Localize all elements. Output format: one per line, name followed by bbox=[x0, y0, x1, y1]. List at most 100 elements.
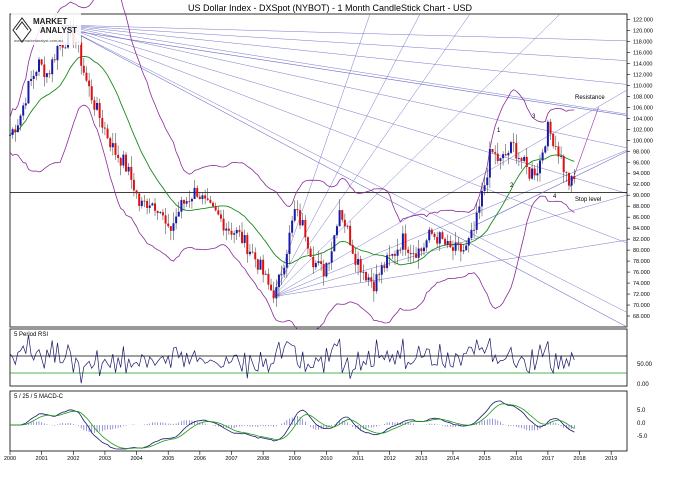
candle-body bbox=[299, 210, 302, 226]
candle-body bbox=[90, 86, 93, 101]
year-tick-label: 2019 bbox=[605, 456, 617, 462]
fan-line-down bbox=[60, 24, 628, 149]
year-tick-label: 2012 bbox=[384, 456, 396, 462]
candle-body bbox=[262, 259, 265, 275]
candle-body bbox=[85, 72, 88, 81]
price-tick-label: 78.000 bbox=[633, 259, 650, 265]
price-tick-label: 120.000 bbox=[633, 28, 653, 34]
year-tick-label: 2014 bbox=[447, 456, 459, 462]
price-tick-label: 98.000 bbox=[633, 149, 650, 155]
candle-body bbox=[388, 255, 391, 257]
candle-body bbox=[109, 138, 112, 148]
candle-body bbox=[312, 257, 315, 268]
candle-body bbox=[491, 148, 494, 153]
candle-body bbox=[280, 274, 283, 276]
candle-body bbox=[217, 210, 220, 215]
candle-body bbox=[114, 143, 117, 155]
resistance-label: Resistance bbox=[575, 95, 605, 101]
candle-body bbox=[288, 232, 291, 254]
candle-body bbox=[140, 200, 143, 206]
fan-line-down bbox=[60, 24, 628, 313]
price-tick-label: 100.000 bbox=[633, 138, 653, 144]
candle-body bbox=[291, 220, 294, 233]
candle-body bbox=[520, 158, 523, 161]
price-tick-label: 108.000 bbox=[633, 94, 653, 100]
candle-body bbox=[422, 247, 425, 252]
candle-body bbox=[554, 146, 557, 147]
macd-tick-5: 5.0 bbox=[637, 408, 646, 414]
candle-body bbox=[544, 146, 547, 153]
candle-body bbox=[306, 237, 309, 249]
candle-body bbox=[151, 203, 154, 206]
candle-body bbox=[462, 250, 465, 252]
candle-body bbox=[254, 252, 257, 260]
year-tick-label: 2005 bbox=[162, 456, 174, 462]
year-tick-label: 2013 bbox=[415, 456, 427, 462]
candle-body bbox=[209, 199, 212, 203]
macd-tick-0: 0.0 bbox=[637, 421, 646, 427]
price-tick-label: 122.000 bbox=[633, 17, 653, 23]
candle-body bbox=[483, 185, 486, 192]
candle-body bbox=[196, 187, 199, 197]
candle-body bbox=[370, 277, 373, 282]
svg-text:MARKET: MARKET bbox=[33, 17, 67, 26]
year-tick-label: 2016 bbox=[510, 456, 522, 462]
candle-body bbox=[515, 143, 518, 159]
candle-body bbox=[335, 226, 338, 236]
candle-body bbox=[19, 115, 22, 126]
candle-body bbox=[417, 248, 420, 258]
candle-body bbox=[119, 158, 122, 166]
candles bbox=[9, 18, 576, 307]
candle-body bbox=[82, 65, 85, 73]
trend-line bbox=[474, 151, 628, 226]
price-tick-label: 70.000 bbox=[633, 303, 650, 309]
candle-body bbox=[386, 255, 389, 269]
price-tick-label: 76.000 bbox=[633, 270, 650, 276]
macd-panel: 5 / 25 / 5 MACD-C 5.0 0.0 -5.0 bbox=[9, 390, 648, 452]
year-tick-label: 2015 bbox=[478, 456, 490, 462]
candle-body bbox=[444, 238, 447, 245]
candle-body bbox=[296, 209, 299, 211]
year-tick-label: 2018 bbox=[573, 456, 585, 462]
candle-body bbox=[27, 80, 30, 104]
candle-body bbox=[146, 200, 149, 208]
moving-average bbox=[9, 55, 575, 266]
candle-body bbox=[478, 206, 481, 213]
fan-line-down bbox=[60, 24, 628, 244]
candle-body bbox=[562, 156, 565, 173]
candle-body bbox=[222, 218, 225, 231]
price-tick-label: 104.000 bbox=[633, 116, 653, 122]
candle-body bbox=[565, 172, 568, 173]
candle-body bbox=[16, 125, 19, 132]
candle-body bbox=[320, 261, 323, 264]
candle-body bbox=[103, 127, 106, 129]
candle-body bbox=[51, 59, 54, 75]
year-tick-label: 2017 bbox=[542, 456, 554, 462]
candle-body bbox=[330, 251, 333, 263]
fan-line-up bbox=[272, 13, 421, 297]
candle-body bbox=[512, 142, 515, 144]
candle-body bbox=[138, 193, 141, 206]
candle-body bbox=[161, 212, 164, 216]
candle-body bbox=[185, 201, 188, 204]
candle-body bbox=[43, 64, 46, 78]
candle-body bbox=[30, 79, 33, 81]
fan-line-down bbox=[60, 24, 628, 61]
fan-line-down bbox=[60, 24, 628, 194]
candle-body bbox=[372, 281, 375, 292]
price-panel: 122.000 120.000 118.000 116.000 114.000 112.0… bbox=[9, 0, 653, 332]
candle-body bbox=[53, 59, 56, 61]
candle-body bbox=[198, 196, 201, 199]
candle-body bbox=[259, 259, 262, 270]
candle-body bbox=[293, 209, 296, 221]
candle-body bbox=[48, 73, 51, 75]
fan-line-down bbox=[60, 24, 628, 115]
candle-body bbox=[430, 229, 433, 234]
candle-body bbox=[238, 229, 241, 232]
candle-body bbox=[538, 160, 541, 174]
macd-title: 5 / 25 / 5 MACD-C bbox=[14, 394, 64, 400]
candle-body bbox=[304, 219, 307, 238]
candle-body bbox=[93, 100, 96, 110]
candle-body bbox=[270, 284, 273, 291]
candle-body bbox=[488, 148, 491, 178]
